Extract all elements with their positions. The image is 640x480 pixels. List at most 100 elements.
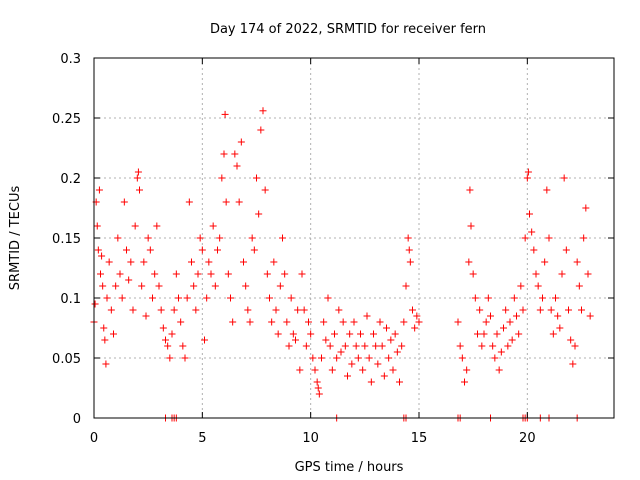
data-point	[185, 198, 193, 206]
data-point	[513, 312, 520, 320]
chart-title: Day 174 of 2022, SRMTID for receiver fer…	[210, 22, 486, 37]
data-point	[521, 234, 529, 242]
data-point	[116, 270, 124, 278]
data-point	[98, 252, 106, 260]
data-point	[172, 270, 180, 278]
data-point	[484, 294, 492, 302]
data-point	[335, 306, 343, 314]
data-point	[162, 336, 169, 344]
data-point	[584, 270, 592, 278]
data-point	[231, 150, 239, 158]
data-point	[510, 294, 518, 302]
data-point	[181, 354, 189, 362]
data-point	[560, 174, 568, 182]
data-point	[526, 210, 533, 218]
data-point	[357, 330, 364, 338]
data-point	[179, 342, 187, 350]
data-point	[221, 110, 229, 118]
data-point	[222, 198, 230, 206]
data-point	[341, 342, 349, 350]
data-point	[311, 366, 319, 374]
data-point	[97, 270, 104, 278]
data-point	[216, 234, 224, 242]
data-point	[458, 354, 466, 362]
y-tick-label: 0.15	[52, 232, 81, 247]
data-point	[567, 336, 575, 344]
data-point	[519, 306, 527, 314]
data-point	[292, 336, 299, 344]
data-point	[454, 318, 462, 326]
data-point	[224, 270, 232, 278]
data-point	[411, 324, 419, 332]
data-point	[313, 378, 321, 386]
data-point	[112, 282, 120, 290]
data-point	[242, 282, 250, 290]
data-point	[107, 306, 115, 314]
data-point	[478, 342, 486, 350]
data-point	[133, 174, 141, 182]
data-point	[370, 330, 377, 338]
data-point	[205, 258, 213, 266]
data-point	[315, 390, 323, 398]
data-point	[305, 318, 312, 326]
data-point	[539, 294, 546, 302]
data-point	[129, 306, 137, 314]
data-point	[261, 186, 269, 194]
data-point	[105, 258, 113, 266]
data-point	[391, 330, 399, 338]
data-point	[532, 270, 540, 278]
data-point	[229, 318, 237, 326]
data-point	[367, 378, 375, 386]
data-point	[400, 318, 408, 326]
data-point	[246, 318, 254, 326]
data-point	[500, 324, 507, 332]
data-point	[183, 294, 191, 302]
data-point	[250, 246, 258, 254]
data-point	[487, 312, 494, 320]
data-point	[322, 336, 330, 344]
data-point	[497, 348, 505, 356]
x-tick-label: 20	[519, 431, 536, 446]
data-point	[515, 330, 523, 338]
data-point	[354, 354, 362, 362]
data-point	[324, 294, 332, 302]
data-point	[547, 306, 555, 314]
data-point	[469, 270, 477, 278]
data-point	[211, 282, 219, 290]
data-point	[504, 342, 512, 350]
y-tick-label: 0.05	[52, 352, 81, 367]
data-point	[198, 246, 206, 254]
data-point	[253, 174, 260, 182]
data-point	[127, 258, 135, 266]
data-point	[582, 204, 590, 212]
data-point	[263, 270, 271, 278]
data-point	[376, 318, 384, 326]
data-point	[348, 360, 356, 368]
data-point	[114, 234, 122, 242]
data-point	[573, 258, 581, 266]
data-point	[136, 186, 143, 194]
data-points	[90, 107, 594, 422]
data-point	[491, 354, 499, 362]
data-point	[385, 354, 393, 362]
data-point	[289, 330, 297, 338]
data-point	[328, 366, 336, 374]
grid-lines	[94, 58, 614, 418]
data-point	[220, 150, 228, 158]
data-point	[99, 282, 107, 290]
data-point	[151, 270, 159, 278]
data-point	[463, 366, 471, 374]
data-point	[283, 318, 291, 326]
data-point	[508, 336, 516, 344]
data-point	[287, 294, 295, 302]
data-point	[580, 234, 588, 242]
x-tick-labels: 0 5 10 15 20	[90, 431, 536, 446]
y-tick-label: 0.1	[60, 292, 81, 307]
x-tick-label: 0	[90, 431, 98, 446]
data-point	[549, 330, 557, 338]
data-point	[528, 228, 536, 236]
data-point	[218, 174, 226, 182]
data-point	[406, 258, 414, 266]
data-point	[255, 210, 263, 218]
